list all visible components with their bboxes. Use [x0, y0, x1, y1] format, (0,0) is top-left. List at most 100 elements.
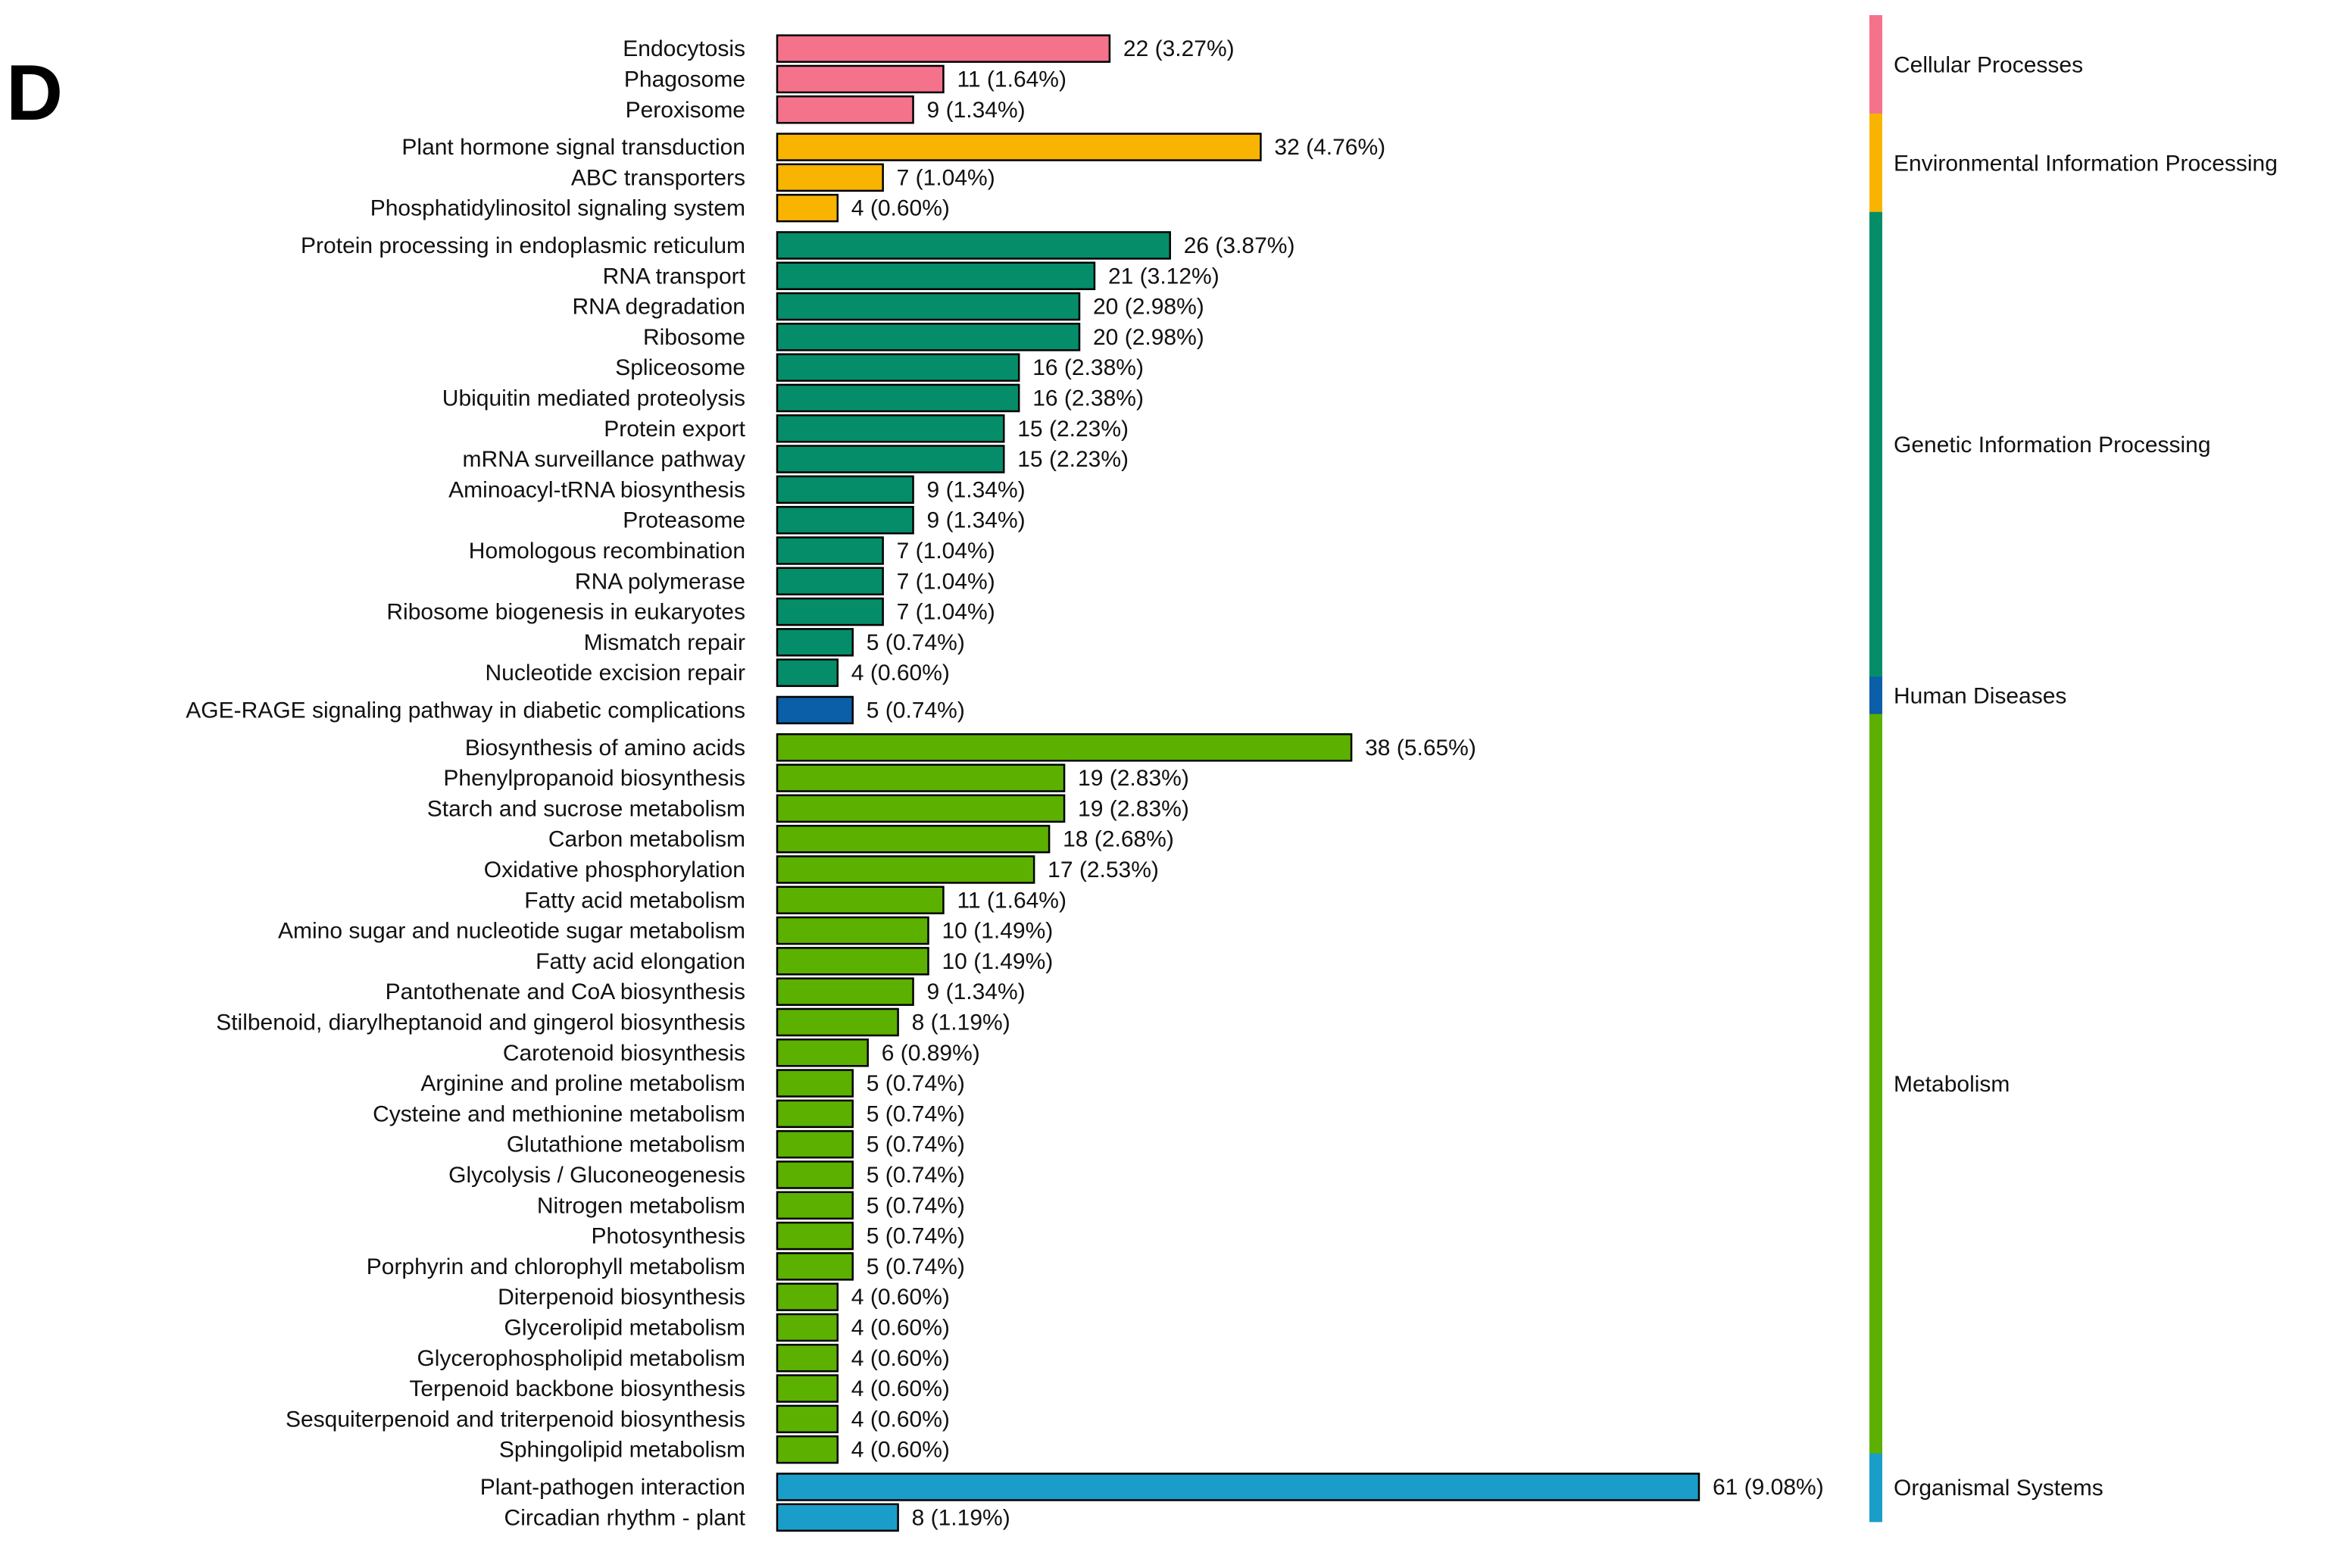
- bar-value-carbon-metabolism: 18 (2.68%): [1063, 827, 1174, 852]
- bar-paren-close: ): [1003, 1010, 1010, 1035]
- bar-value-fatty-acid-elongation: 10 (1.49%): [942, 949, 1054, 974]
- bar-paren-close: ): [1197, 325, 1204, 350]
- bar-value-plant-pathogen-interaction: 61 (9.08%): [1713, 1475, 1824, 1500]
- bar-label-fatty-acid-metabolism: Fatty acid metabolism: [524, 888, 745, 913]
- bar-paren-close: ): [942, 1407, 950, 1432]
- bar-value-plant-hormone-signal-transduction: 32 (4.76%): [1274, 135, 1385, 160]
- bar-paren-close: ): [1151, 857, 1159, 882]
- group-strip-genetic-information-processing: [1869, 211, 1882, 678]
- bar-peroxisome: [776, 95, 914, 124]
- bar-count: 7: [897, 539, 910, 564]
- bar-percent: 0.60%: [878, 661, 942, 686]
- bar-paren-open: (: [939, 979, 953, 1004]
- bar-label-age-rage-signaling-pathway-in-diabetic-complications: AGE-RAGE signaling pathway in diabetic c…: [186, 698, 745, 723]
- bar-count: 11: [957, 888, 980, 913]
- bar-label-peroxisome: Peroxisome: [626, 98, 745, 123]
- bar-count: 16: [1032, 355, 1057, 380]
- bar-label-biosynthesis-of-amino-acids: Biosynthesis of amino acids: [465, 736, 745, 761]
- bar-arginine-and-proline-metabolism: [776, 1069, 854, 1098]
- bar-nucleotide-excision-repair: [776, 658, 839, 687]
- bar-count: 7: [897, 165, 910, 190]
- bar-count: 38: [1365, 736, 1390, 761]
- bar-count: 19: [1078, 766, 1103, 791]
- bar-paren-close: ): [988, 165, 995, 190]
- bar-paren-open: (: [879, 1163, 892, 1188]
- bar-count: 5: [867, 1163, 879, 1188]
- bar-plant-hormone-signal-transduction: [776, 133, 1262, 161]
- bar-label-proteasome: Proteasome: [623, 508, 745, 533]
- bar-percent: 2.98%: [1132, 295, 1197, 320]
- bar-glycerolipid-metabolism: [776, 1313, 839, 1342]
- bar-label-nitrogen-metabolism: Nitrogen metabolism: [537, 1193, 745, 1218]
- bar-paren-close: ): [957, 1132, 965, 1157]
- bar-value-glycerophospholipid-metabolism: 4 (0.60%): [851, 1346, 950, 1371]
- bar-percent: 0.74%: [893, 1163, 957, 1188]
- bar-biosynthesis-of-amino-acids: [776, 733, 1353, 762]
- bar-paren-open: (: [1300, 135, 1313, 160]
- bar-percent: 1.49%: [981, 919, 1045, 944]
- bar-count: 15: [1017, 447, 1042, 472]
- bar-paren-open: (: [924, 1010, 938, 1035]
- bar-paren-close: ): [957, 698, 965, 723]
- bar-paren-open: (: [967, 919, 981, 944]
- bar-paren-close: ): [1227, 36, 1235, 61]
- bar-paren-open: (: [864, 1438, 877, 1463]
- bar-label-endocytosis: Endocytosis: [623, 36, 745, 61]
- bar-paren-open: (: [1058, 355, 1072, 380]
- bar-paren-open: (: [864, 1407, 877, 1432]
- bar-percent: 1.19%: [938, 1505, 1003, 1530]
- bar-paren-close: ): [1816, 1475, 1824, 1500]
- bar-value-aminoacyl-trna-biosynthesis: 9 (1.34%): [927, 477, 1026, 502]
- bar-label-sesquiterpenoid-and-triterpenoid-biosynthesis: Sesquiterpenoid and triterpenoid biosynt…: [286, 1407, 745, 1432]
- bar-count: 5: [867, 1193, 879, 1218]
- bar-value-arginine-and-proline-metabolism: 5 (0.74%): [867, 1071, 965, 1096]
- bar-rna-polymerase: [776, 567, 884, 595]
- bar-percent: 1.19%: [938, 1010, 1003, 1035]
- bar-count: 4: [851, 196, 864, 221]
- bar-label-glycolysis-gluconeogenesis: Glycolysis / Gluconeogenesis: [448, 1163, 745, 1188]
- bar-mismatch-repair: [776, 628, 854, 657]
- bar-value-glycolysis-gluconeogenesis: 5 (0.74%): [867, 1163, 965, 1188]
- bar-label-ribosome: Ribosome: [643, 325, 745, 350]
- bar-value-rna-transport: 21 (3.12%): [1108, 264, 1220, 289]
- bar-count: 5: [867, 1071, 879, 1096]
- bar-percent: 2.38%: [1072, 386, 1136, 411]
- bar-paren-close: ): [1469, 736, 1476, 761]
- bar-ubiquitin-mediated-proteolysis: [776, 383, 1020, 413]
- bar-paren-open: (: [909, 539, 923, 564]
- bar-count: 19: [1078, 796, 1103, 821]
- bar-label-plant-hormone-signal-transduction: Plant hormone signal transduction: [401, 135, 745, 160]
- bar-ribosome: [776, 323, 1081, 351]
- bar-value-mismatch-repair: 5 (0.74%): [867, 630, 965, 655]
- bar-percent: 0.60%: [878, 1315, 942, 1340]
- bar-nitrogen-metabolism: [776, 1191, 854, 1220]
- bar-paren-close: ): [973, 1041, 980, 1066]
- bar-label-glycerolipid-metabolism: Glycerolipid metabolism: [504, 1315, 745, 1340]
- bar-protein-processing-in-endoplasmic-reticulum: [776, 231, 1171, 260]
- bar-label-stilbenoid-diarylheptanoid-and-gingerol-biosynthesis: Stilbenoid, diarylheptanoid and gingerol…: [216, 1010, 745, 1035]
- bar-label-rna-degradation: RNA degradation: [573, 295, 746, 320]
- bar-count: 26: [1184, 233, 1209, 258]
- bar-percent: 2.38%: [1072, 355, 1136, 380]
- bar-count: 9: [927, 979, 940, 1004]
- bar-paren-close: ): [988, 569, 995, 594]
- bar-aminoacyl-trna-biosynthesis: [776, 475, 914, 504]
- bar-count: 4: [851, 1346, 864, 1371]
- bar-paren-close: ): [1059, 67, 1067, 92]
- bar-percent: 4.76%: [1313, 135, 1378, 160]
- bar-label-porphyrin-and-chlorophyll-metabolism: Porphyrin and chlorophyll metabolism: [367, 1254, 745, 1279]
- bar-percent: 1.04%: [923, 600, 988, 625]
- bar-count: 5: [867, 1132, 879, 1157]
- bar-count: 61: [1713, 1475, 1738, 1500]
- bar-value-sesquiterpenoid-and-triterpenoid-biosynthesis: 4 (0.60%): [851, 1407, 950, 1432]
- bar-label-aminoacyl-trna-biosynthesis: Aminoacyl-tRNA biosynthesis: [448, 477, 745, 502]
- bar-rna-transport: [776, 261, 1096, 290]
- bar-percent: 9.08%: [1752, 1475, 1816, 1500]
- bar-value-proteasome: 9 (1.34%): [927, 508, 1026, 533]
- bar-starch-and-sucrose-metabolism: [776, 794, 1066, 823]
- bar-oxidative-phosphorylation: [776, 855, 1035, 884]
- bar-percent: 1.64%: [995, 888, 1059, 913]
- bar-paren-open: (: [939, 98, 953, 123]
- bar-value-sphingolipid-metabolism: 4 (0.60%): [851, 1438, 950, 1463]
- bar-paren-open: (: [1148, 36, 1162, 61]
